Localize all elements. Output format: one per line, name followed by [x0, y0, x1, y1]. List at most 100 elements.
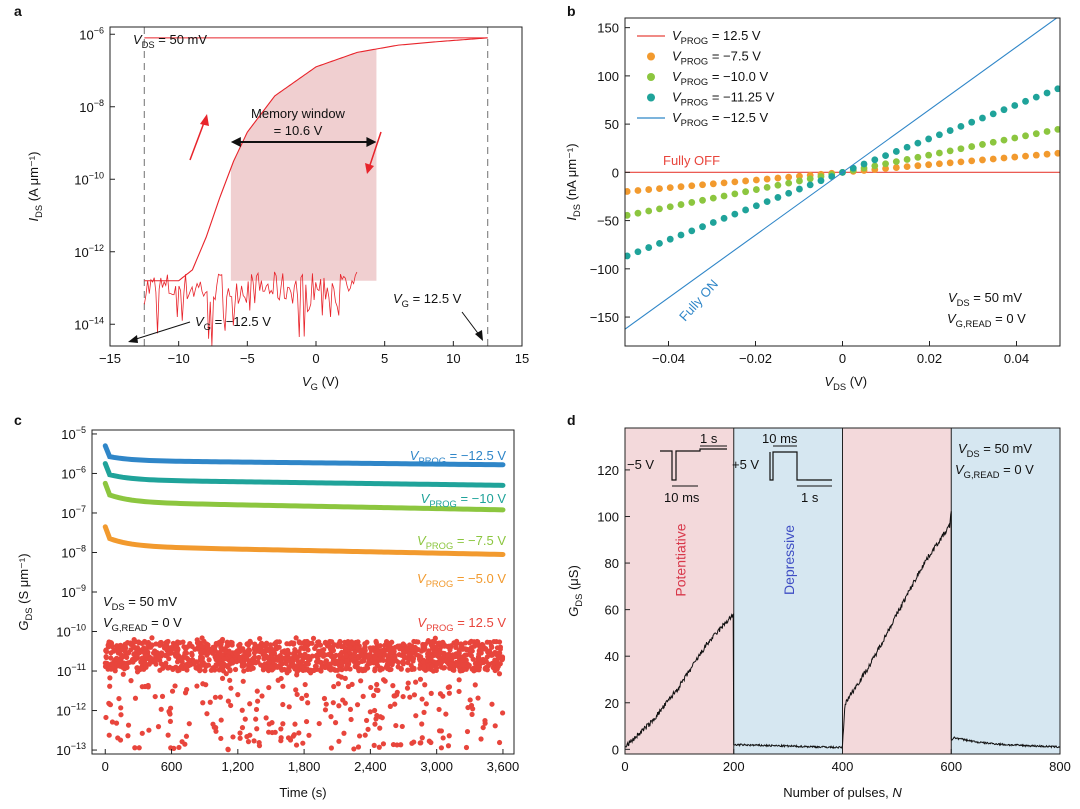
series-point-4 — [419, 721, 425, 727]
series-point-4 — [347, 706, 354, 713]
series-point-4 — [497, 646, 503, 652]
region-1 — [733, 428, 843, 754]
series-point-4 — [440, 693, 446, 699]
series-point-4 — [179, 739, 185, 745]
series-point-4 — [294, 691, 300, 698]
series-point-4 — [345, 683, 352, 690]
series-point-4 — [204, 711, 210, 717]
y-tick-label: 10−8 — [61, 543, 86, 560]
series-point-4 — [327, 643, 333, 649]
series-point-4 — [157, 642, 163, 648]
series-point-4 — [296, 730, 302, 736]
series-point-4 — [197, 668, 203, 674]
series-point-4 — [203, 641, 210, 647]
series-point-3 — [1011, 102, 1019, 109]
series-point-4 — [239, 707, 245, 713]
y-tick-label: −100 — [590, 262, 619, 277]
y-tick-label: 40 — [605, 649, 619, 664]
series-point-4 — [106, 732, 112, 738]
series-point-4 — [478, 736, 484, 742]
series-point-4 — [467, 640, 473, 646]
series-point-4 — [237, 654, 243, 661]
series-point-4 — [115, 643, 121, 649]
series-point-4 — [116, 647, 122, 653]
series-point-4 — [228, 702, 234, 709]
x-tick-label: −0.04 — [652, 351, 685, 366]
series-point-4 — [365, 726, 371, 732]
series-point-4 — [139, 730, 145, 736]
series-point-4 — [165, 638, 171, 645]
series-point-4 — [400, 693, 406, 700]
region-0 — [625, 428, 734, 754]
series-point-4 — [340, 697, 346, 703]
series-point-4 — [179, 659, 185, 665]
series-point-4 — [252, 654, 258, 660]
y-tick-label: 60 — [605, 603, 619, 618]
series-point-4 — [245, 642, 252, 648]
y-tick-label: 100 — [597, 69, 619, 84]
series-point-4 — [361, 666, 367, 672]
series-point-4 — [167, 664, 173, 670]
series-point-4 — [331, 683, 337, 690]
series-point-3 — [925, 135, 933, 143]
series-point-4 — [142, 638, 148, 645]
series-point-4 — [251, 645, 257, 651]
series-point-4 — [374, 681, 380, 688]
series-point-4 — [199, 643, 205, 649]
y-axis-label: IDS (nA μm⁻¹) — [564, 143, 582, 220]
series-point-4 — [413, 679, 419, 685]
series-point-4 — [351, 746, 357, 752]
series-point-1 — [968, 157, 976, 165]
series-point-4 — [278, 726, 284, 732]
series-point-4 — [256, 645, 263, 651]
series-point-4 — [420, 659, 426, 665]
series-point-4 — [496, 639, 503, 645]
series-point-4 — [291, 640, 297, 646]
region-label-1: Depressive — [781, 525, 797, 595]
series-point-4 — [454, 640, 460, 647]
series-point-4 — [303, 692, 310, 698]
series-point-4 — [355, 660, 361, 666]
series-point-4 — [186, 721, 192, 727]
y-tick-label: 50 — [605, 117, 619, 132]
series-point-4 — [475, 655, 481, 662]
vg-neg-annotation: VG = −12.5 V — [195, 314, 271, 332]
series-point-4 — [167, 711, 173, 717]
series-point-4 — [415, 639, 421, 645]
panel-c: c 0 600 1,200 1,800 2,400 3,000 3,600 10−5 10−6 10… — [14, 412, 519, 800]
series-point-1 — [763, 175, 771, 183]
series-point-4 — [229, 640, 235, 646]
series-point-1 — [634, 187, 642, 194]
series-point-4 — [141, 650, 148, 656]
series-point-4 — [239, 725, 246, 731]
series-point-2 — [742, 188, 750, 196]
series-point-4 — [411, 692, 418, 698]
panel-label-c: c — [14, 412, 22, 428]
vgread-annotation: VG,READ = 0 V — [955, 462, 1034, 480]
series-point-4 — [315, 639, 321, 645]
series-point-4 — [453, 644, 459, 650]
series-point-4 — [290, 661, 296, 667]
legend-dot-3 — [647, 93, 655, 102]
series-point-4 — [262, 652, 268, 658]
x-axis-label: Number of pulses, N — [783, 785, 902, 800]
series-point-4 — [387, 642, 393, 648]
series-point-4 — [116, 658, 122, 664]
pos-pulse-amplitude: +5 V — [732, 457, 759, 472]
series-label-1: VPROG = −10 V — [421, 491, 507, 509]
x-tick-label: 0.04 — [1004, 351, 1029, 366]
series-point-4 — [425, 651, 431, 657]
series-point-4 — [419, 735, 425, 741]
series-point-4 — [371, 692, 377, 699]
series-point-2 — [656, 205, 663, 213]
series-point-1 — [742, 177, 750, 185]
series-point-4 — [332, 720, 339, 726]
fully-on-label: Fully ON — [676, 276, 721, 324]
series-point-3 — [688, 227, 696, 235]
series-point-4 — [131, 639, 138, 645]
arrow-head-right — [366, 137, 377, 147]
series-point-4 — [460, 654, 466, 660]
series-point-4 — [489, 701, 495, 707]
series-point-4 — [417, 665, 423, 671]
series-point-4 — [447, 661, 454, 667]
